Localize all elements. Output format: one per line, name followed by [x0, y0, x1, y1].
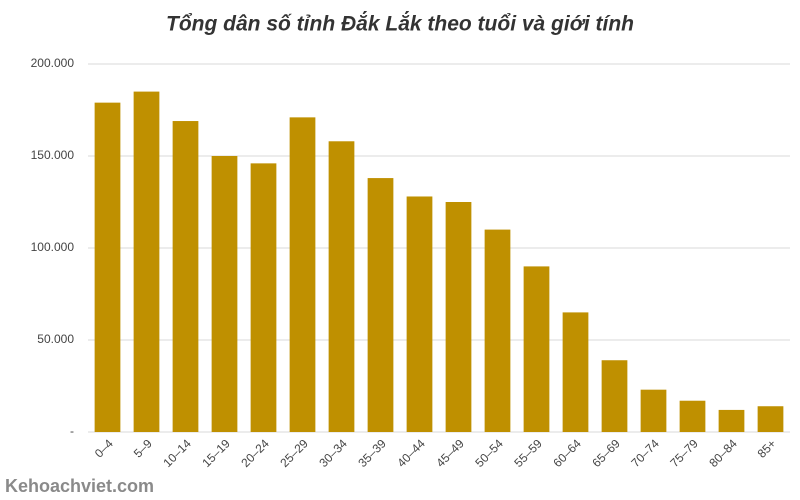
- x-tick-label: 5–9: [131, 436, 155, 460]
- bar: [484, 229, 511, 432]
- x-tick-label: 10–14: [160, 436, 194, 470]
- bar: [679, 400, 706, 432]
- bar: [250, 163, 277, 433]
- x-tick-label: 60–64: [550, 436, 584, 470]
- bar: [718, 409, 745, 432]
- x-tick-label: 0–4: [92, 436, 116, 460]
- bar: [367, 178, 394, 432]
- bar: [172, 121, 199, 432]
- bar: [406, 196, 433, 432]
- bar: [133, 91, 160, 432]
- x-tick-label: 70–74: [628, 436, 662, 470]
- bar: [94, 102, 121, 432]
- y-tick-label: -: [70, 424, 74, 438]
- watermark: Kehoachviet.com: [5, 476, 154, 496]
- y-tick-label: 100.000: [31, 240, 75, 254]
- bar: [445, 202, 472, 432]
- bar: [640, 389, 667, 432]
- x-tick-label: 75–79: [667, 436, 701, 470]
- bar: [523, 266, 550, 432]
- x-tick-label: 80–84: [706, 436, 740, 470]
- x-tick-label: 55–59: [511, 436, 545, 470]
- x-tick-label: 50–54: [472, 436, 506, 470]
- x-tick-label: 15–19: [199, 436, 233, 470]
- y-tick-label: 50.000: [37, 332, 74, 346]
- bar: [562, 312, 589, 432]
- x-tick-label: 65–69: [589, 436, 623, 470]
- bar: [601, 360, 628, 432]
- bar: [289, 117, 316, 433]
- bar: [328, 141, 355, 432]
- bar: [211, 156, 238, 432]
- x-tick-label: 45–49: [433, 436, 467, 470]
- x-tick-label: 25–29: [277, 436, 311, 470]
- bar: [757, 406, 784, 432]
- y-tick-label: 150.000: [31, 148, 75, 162]
- chart-title: Tổng dân số tỉnh Đắk Lắk theo tuổi và gi…: [166, 13, 634, 36]
- x-tick-label: 35–39: [355, 436, 389, 470]
- x-tick-label: 20–24: [238, 436, 272, 470]
- x-tick-label: 30–34: [316, 436, 350, 470]
- x-tick-label: 40–44: [394, 436, 428, 470]
- y-tick-label: 200.000: [31, 56, 75, 70]
- x-tick-label: 85+: [755, 436, 779, 460]
